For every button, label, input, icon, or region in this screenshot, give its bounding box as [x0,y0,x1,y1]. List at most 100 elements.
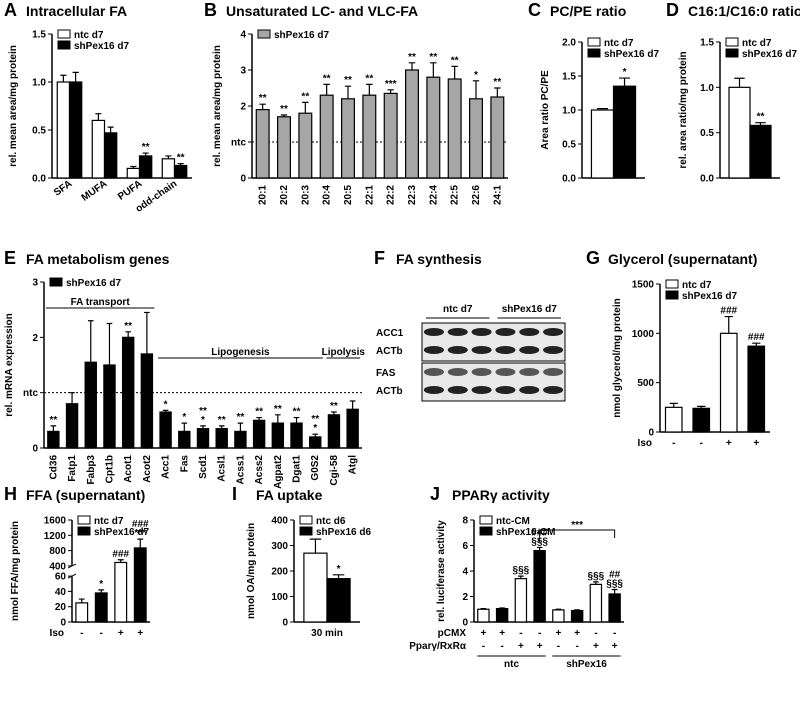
bar [196,428,210,449]
legend-label: shPex16 d7 [682,291,737,302]
x-tick-label: 20:1 [258,185,269,205]
x-row-value: + [518,641,524,652]
y-axis-label: rel. area ratio/mg protein [678,51,689,168]
x-row-label: Pparγ/RxRα [409,641,467,652]
significance-label: * [474,70,478,81]
x-tick-label: Fatp1 [67,455,78,482]
error-bar [200,425,206,429]
legend-swatch [57,29,71,39]
significance-label: ### [720,306,737,317]
legend-label: shPex16-CM [496,527,555,538]
y-tick-label: 6 [462,541,468,552]
error-bar [344,85,352,99]
x-tick-label: 20:4 [322,185,333,205]
blot-band [447,386,468,394]
x-row-value: + [753,438,759,449]
x-row-value: - [80,628,83,639]
error-bar [724,315,733,334]
bar [140,353,154,449]
y-tick-label: 2 [462,592,468,603]
bar [426,76,441,179]
significance-label: ## [609,569,621,580]
y-tick-label: 400 [271,516,288,527]
panel-title: FFA (supernatant) [26,487,145,503]
x-row-value: - [538,628,541,639]
y-axis-label: rel. luciferase activity [436,520,447,622]
y-tick-label: 0.0 [562,174,576,185]
y-axis-label: rel. mean area/mg protein [8,45,19,167]
error-bar [349,400,356,410]
bar [612,85,637,179]
panel-letter: B [204,0,217,20]
x-tick-label: Scd1 [198,455,209,479]
y-tick-label: 1600 [44,516,67,527]
error-bar [536,546,543,551]
blot-band [471,346,492,354]
y-tick-label: 0.5 [32,126,46,137]
bar [103,132,118,179]
x-tick-label: Agpat2 [273,455,284,489]
error-bar [518,575,524,579]
x-tick-label: 22:5 [450,185,461,205]
significance-label: ** [365,73,373,84]
group-label: Lipogenesis [211,347,270,358]
error-bar [408,62,416,70]
error-bar [302,101,309,114]
significance-label: * [201,415,205,426]
legend-swatch [587,48,601,58]
error-bar [177,163,184,166]
legend-label: shPex16 d7 [66,278,121,289]
error-bar [387,89,394,94]
blot-band [543,386,564,394]
blot-band [471,328,492,336]
legend-label: ntc d7 [94,516,124,527]
bar [514,578,528,623]
error-bar [218,425,225,429]
error-bar [312,433,319,437]
blot-band [519,328,540,336]
bar [159,411,172,449]
legend-label: shPex16 d7 [604,49,659,60]
error-bar [593,581,599,585]
bar [495,608,509,623]
error-bar [107,126,114,133]
significance-label: ** [49,415,57,426]
significance-label: §§§ [588,571,605,582]
y-tick-label: 1.5 [32,30,46,41]
significance-label: ** [323,73,331,84]
x-tick-label: 22:1 [364,185,375,205]
legend-swatch [479,526,493,536]
blot-band [447,368,468,376]
x-tick-label: PUFA [116,178,144,202]
error-bar [130,165,137,169]
x-tick-label: Acot2 [142,455,153,483]
error-bar [275,414,281,424]
error-bar [574,609,580,611]
bar [252,419,266,449]
bar [341,98,356,179]
significance-label: ### [112,549,129,560]
x-row-value: - [594,628,597,639]
panel-title: PC/PE ratio [550,3,626,19]
x-row-value: + [593,641,599,652]
panel-letter: D [666,0,679,20]
y-tick-label: 20 [55,602,67,613]
y-axis-label: Area ratio PC/PE [540,70,551,150]
blot-band [543,328,564,336]
significance-label: ** [199,406,207,417]
panel-title: FA metabolism genes [26,251,170,267]
bar [91,119,106,179]
bar [728,86,751,179]
y-tick-label: 3 [240,66,246,77]
y-tick-label: 4 [462,567,468,578]
x-tick-label: Acsl1 [217,455,228,482]
bracket-label: *** [571,520,583,531]
legend-label: shPex16 d7 [94,527,149,538]
error-bar [181,422,188,432]
error-bar [499,607,505,609]
significance-label: ** [293,407,301,418]
bar [68,81,83,179]
legend-swatch [725,37,739,47]
blot-row-label: ACTb [376,346,403,357]
x-row-label: pCMX [438,628,467,639]
